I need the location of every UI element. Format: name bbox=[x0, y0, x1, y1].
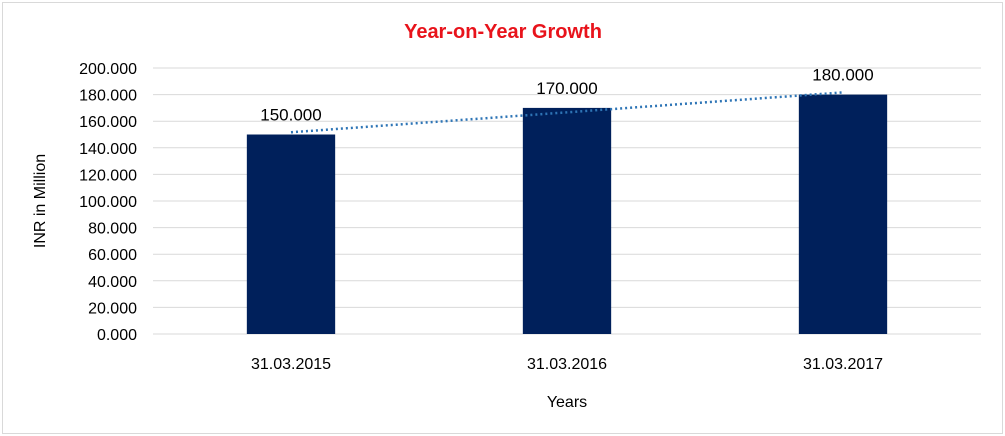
y-axis-title: INR in Million bbox=[32, 154, 49, 248]
y-tick-label: 200.000 bbox=[79, 61, 137, 78]
x-tick-label: 31.03.2016 bbox=[527, 356, 607, 373]
x-axis-ticks: 31.03.2015 31.03.2016 31.03.2017 bbox=[251, 356, 883, 373]
y-tick-label: 180.000 bbox=[79, 88, 137, 105]
y-tick-label: 60.000 bbox=[88, 247, 137, 264]
y-axis-ticks: 0.000 20.000 40.000 60.000 80.000 100.000 120.… bbox=[79, 61, 137, 344]
x-tick-label: 31.03.2017 bbox=[803, 356, 883, 373]
trendline-path bbox=[290, 91, 844, 134]
y-tick-label: 20.000 bbox=[88, 300, 137, 317]
bar bbox=[246, 134, 336, 334]
data-label: 180.000 bbox=[812, 66, 873, 85]
y-tick-label: 40.000 bbox=[88, 274, 137, 291]
bar bbox=[798, 94, 888, 334]
bars bbox=[246, 94, 888, 335]
chart-title: Year-on-Year Growth bbox=[404, 21, 602, 43]
y-tick-label: 160.000 bbox=[79, 114, 137, 131]
trendline bbox=[290, 91, 844, 134]
data-label: 150.000 bbox=[260, 106, 321, 125]
bar bbox=[522, 107, 612, 335]
x-tick-label: 31.03.2015 bbox=[251, 356, 331, 373]
y-tick-label: 100.000 bbox=[79, 194, 137, 211]
y-tick-label: 120.000 bbox=[79, 167, 137, 184]
data-label: 170.000 bbox=[536, 79, 597, 98]
data-labels: 150.000 170.000 180.000 bbox=[260, 66, 873, 125]
x-axis-title: Years bbox=[547, 394, 587, 411]
y-tick-label: 80.000 bbox=[88, 221, 137, 238]
y-tick-label: 140.000 bbox=[79, 141, 137, 158]
y-tick-label: 0.000 bbox=[97, 327, 137, 344]
